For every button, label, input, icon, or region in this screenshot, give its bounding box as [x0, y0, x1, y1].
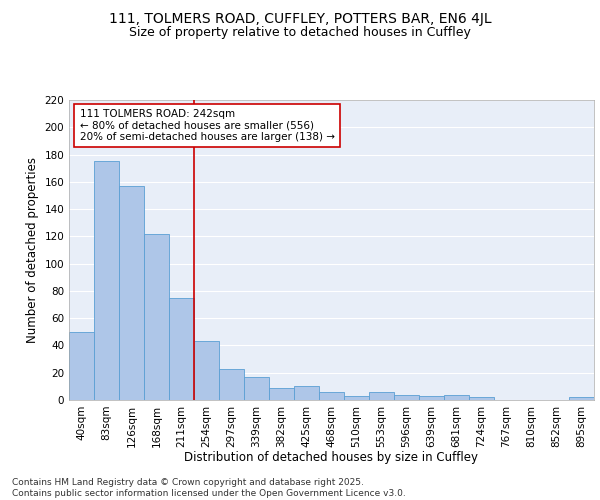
Bar [344, 396, 369, 400]
Bar [194, 342, 219, 400]
Text: 111, TOLMERS ROAD, CUFFLEY, POTTERS BAR, EN6 4JL: 111, TOLMERS ROAD, CUFFLEY, POTTERS BAR,… [109, 12, 491, 26]
Bar [469, 398, 494, 400]
Bar [569, 398, 594, 400]
Bar [444, 394, 469, 400]
Text: Contains HM Land Registry data © Crown copyright and database right 2025.
Contai: Contains HM Land Registry data © Crown c… [12, 478, 406, 498]
Bar [144, 234, 169, 400]
Bar [94, 162, 119, 400]
Bar [119, 186, 144, 400]
Bar [394, 394, 419, 400]
Bar [294, 386, 319, 400]
Bar [69, 332, 94, 400]
Bar [419, 396, 444, 400]
Bar [219, 368, 244, 400]
Bar [319, 392, 344, 400]
Text: Size of property relative to detached houses in Cuffley: Size of property relative to detached ho… [129, 26, 471, 39]
X-axis label: Distribution of detached houses by size in Cuffley: Distribution of detached houses by size … [185, 451, 479, 464]
Y-axis label: Number of detached properties: Number of detached properties [26, 157, 39, 343]
Bar [369, 392, 394, 400]
Bar [169, 298, 194, 400]
Text: 111 TOLMERS ROAD: 242sqm
← 80% of detached houses are smaller (556)
20% of semi-: 111 TOLMERS ROAD: 242sqm ← 80% of detach… [79, 109, 335, 142]
Bar [269, 388, 294, 400]
Bar [244, 377, 269, 400]
